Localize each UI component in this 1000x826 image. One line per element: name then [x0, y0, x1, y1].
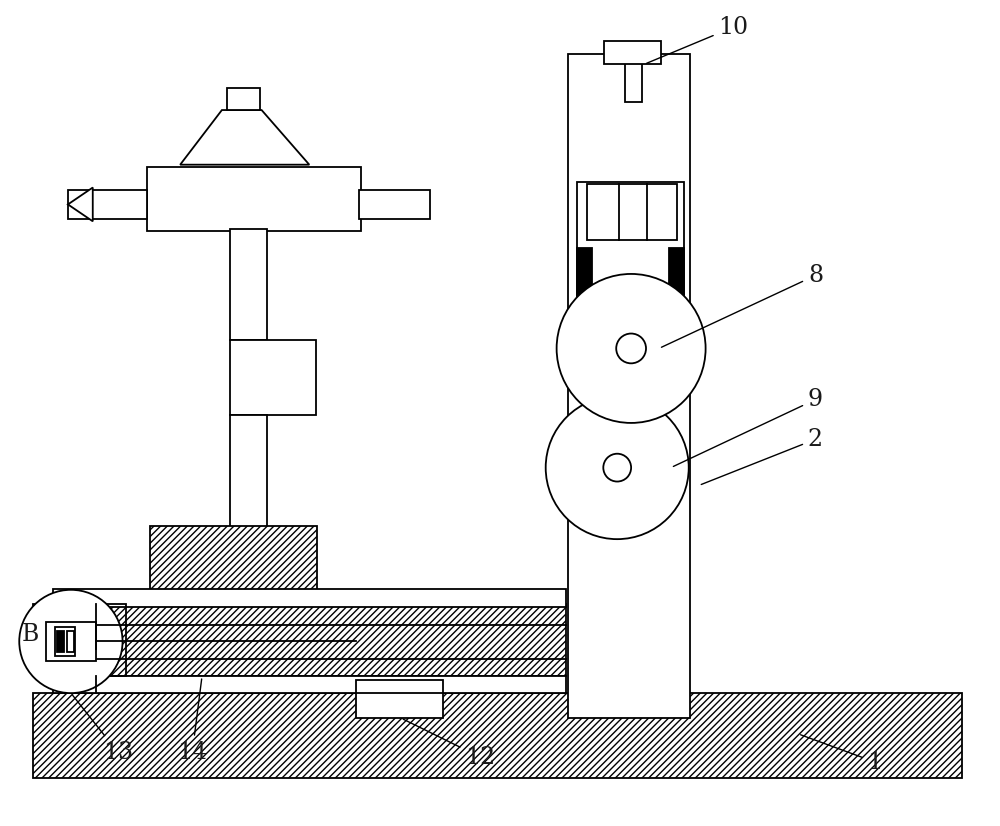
Text: 2: 2: [701, 428, 823, 485]
Bar: [230, 415, 267, 529]
Bar: [33, 693, 962, 777]
Bar: [568, 55, 690, 718]
Bar: [68, 189, 147, 220]
Bar: [587, 183, 677, 240]
Bar: [359, 189, 430, 220]
Text: 8: 8: [661, 263, 823, 347]
Bar: [230, 230, 267, 340]
Bar: [46, 622, 96, 662]
Bar: [230, 340, 316, 415]
Bar: [150, 526, 317, 599]
Bar: [577, 182, 684, 390]
Circle shape: [603, 453, 631, 482]
Text: 13: 13: [73, 695, 133, 764]
Bar: [53, 604, 566, 676]
Text: 12: 12: [403, 719, 495, 769]
Bar: [67, 630, 74, 653]
Bar: [604, 40, 661, 64]
Bar: [227, 88, 260, 110]
Text: 9: 9: [673, 388, 823, 467]
Bar: [57, 630, 64, 653]
Circle shape: [546, 396, 689, 539]
Bar: [147, 167, 361, 231]
Bar: [53, 589, 566, 606]
Bar: [625, 50, 642, 102]
Circle shape: [557, 274, 706, 423]
Text: B: B: [21, 624, 39, 647]
Bar: [577, 248, 592, 311]
Text: 10: 10: [647, 16, 749, 64]
Bar: [356, 680, 443, 718]
Bar: [55, 627, 75, 657]
Polygon shape: [180, 110, 309, 164]
Text: 14: 14: [177, 679, 207, 764]
Bar: [33, 604, 126, 676]
Text: 1: 1: [801, 735, 883, 774]
Bar: [53, 676, 566, 693]
Polygon shape: [68, 188, 93, 221]
Bar: [669, 248, 684, 311]
Circle shape: [616, 334, 646, 363]
Circle shape: [19, 590, 123, 693]
